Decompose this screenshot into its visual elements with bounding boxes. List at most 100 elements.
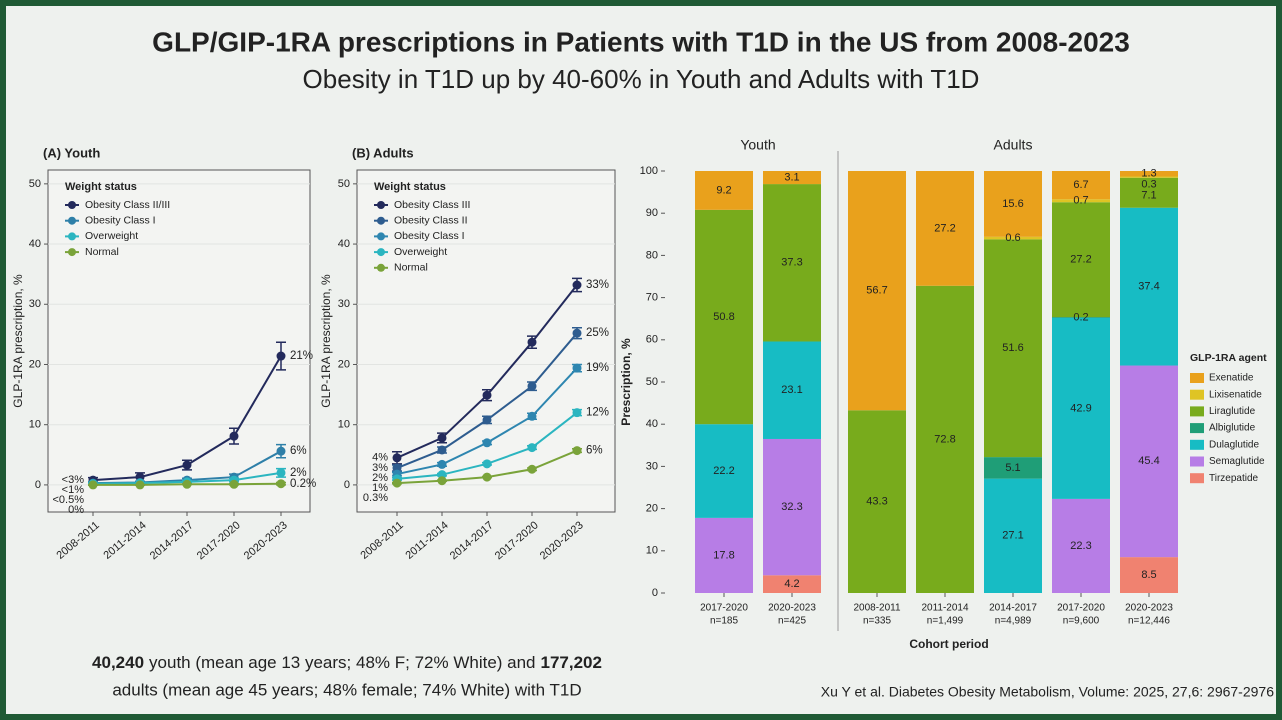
- bar-segment: [1120, 177, 1178, 208]
- legend-swatch: [1190, 389, 1204, 400]
- data-point: [572, 328, 582, 338]
- slide-title: GLP/GIP-1RA prescriptions in Patients wi…: [152, 26, 1130, 57]
- bar-segment: [984, 457, 1042, 479]
- y-tick-label: 50: [29, 178, 41, 190]
- end-label: 33%: [586, 279, 609, 291]
- legend-label: Obesity Class II/III: [85, 199, 170, 211]
- legend-label: Semaglutide: [1209, 456, 1265, 467]
- y-tick-label: 0: [35, 479, 41, 491]
- legend-marker: [68, 216, 76, 225]
- legend-title: Weight status: [65, 181, 137, 193]
- data-point: [482, 459, 492, 469]
- legend-swatch: [1190, 473, 1204, 484]
- bar-value-label: 8.5: [1141, 569, 1156, 581]
- legend-label: Lixisenatide: [1209, 389, 1262, 400]
- bar-segment: [1052, 317, 1110, 499]
- data-point: [527, 381, 537, 391]
- data-point: [276, 468, 286, 478]
- y-tick-label: 50: [646, 376, 658, 388]
- y-tick-label: 30: [646, 460, 658, 472]
- y-tick-label: 50: [338, 178, 350, 190]
- start-label: 1%: [372, 482, 388, 494]
- data-point: [482, 438, 492, 448]
- y-axis-label: GLP-1RA prescription, %: [11, 274, 25, 408]
- y-tick-label: 10: [646, 545, 658, 557]
- adult-count: 177,202: [541, 653, 602, 672]
- bar-value-label: 43.3: [866, 496, 887, 508]
- start-label: <3%: [62, 474, 85, 486]
- x-axis-label: Cohort period: [909, 637, 988, 651]
- panel-title: (B) Adults: [352, 145, 414, 160]
- data-point: [182, 460, 192, 470]
- citation: Xu Y et al. Diabetes Obesity Metabolism,…: [821, 684, 1274, 700]
- bar-value-label: 37.4: [1138, 281, 1159, 293]
- y-tick-label: 80: [646, 249, 658, 261]
- bar-value-label: 3.1: [784, 171, 799, 183]
- bar-segment: [763, 438, 821, 576]
- bar-segment: [763, 184, 821, 342]
- data-point: [276, 446, 286, 456]
- bar-value-label: 0.3: [1141, 179, 1156, 191]
- data-point: [88, 480, 98, 490]
- legend-swatch: [1190, 456, 1204, 467]
- bar-segment: [1120, 207, 1178, 366]
- x-tick-label: 2014-2017: [989, 603, 1037, 614]
- bar-segment: [1052, 199, 1110, 203]
- y-tick-label: 30: [338, 298, 350, 310]
- start-label: 4%: [372, 452, 388, 464]
- legend-label: Tirzepatide: [1209, 473, 1259, 484]
- bar-segment: [695, 517, 753, 593]
- bar-value-label: 9.2: [716, 184, 731, 196]
- data-point: [482, 472, 492, 482]
- bar-value-label: 72.8: [934, 433, 955, 445]
- data-point: [276, 351, 286, 361]
- bar-segment: [1052, 498, 1110, 593]
- data-point: [572, 280, 582, 290]
- y-tick-label: 10: [29, 419, 41, 431]
- bar-segment: [984, 239, 1042, 458]
- bar-value-label: 15.6: [1002, 198, 1023, 210]
- bar-segment: [1120, 176, 1178, 178]
- bar-segment: [984, 236, 1042, 240]
- y-tick-label: 10: [338, 419, 350, 431]
- y-tick-label: 30: [29, 298, 41, 310]
- end-label: 21%: [290, 350, 313, 362]
- data-point: [482, 390, 492, 400]
- legend-label: Dulaglutide: [1209, 439, 1259, 450]
- end-label: 2%: [290, 467, 307, 479]
- n-label: n=9,600: [1063, 616, 1100, 627]
- data-point: [437, 476, 447, 486]
- y-tick-label: 20: [338, 358, 350, 370]
- legend-label: Obesity Class I: [85, 214, 156, 226]
- n-label: n=4,989: [995, 616, 1032, 627]
- y-tick-label: 60: [646, 334, 658, 346]
- bar-value-label: 23.1: [781, 384, 802, 396]
- legend-marker: [377, 216, 385, 225]
- data-point: [182, 479, 192, 489]
- data-point: [527, 443, 537, 453]
- start-label: <1%: [62, 484, 85, 496]
- data-point: [527, 411, 537, 421]
- y-tick-label: 0: [652, 587, 658, 599]
- bar-segment: [984, 478, 1042, 593]
- x-tick-label: 2011-2014: [921, 603, 969, 614]
- legend-swatch: [1190, 439, 1204, 450]
- summary-line-1: 40,240 youth (mean age 13 years; 48% F; 7…: [92, 653, 602, 672]
- data-point: [392, 453, 402, 463]
- legend-marker: [377, 232, 385, 241]
- bar-segment: [848, 410, 906, 593]
- bar-value-label: 56.7: [866, 285, 887, 297]
- bar-value-label: 0.2: [1073, 311, 1088, 323]
- bar-segment: [763, 575, 821, 593]
- bar-segment: [1120, 365, 1178, 558]
- bar-segment: [916, 285, 974, 593]
- summary-line-2: adults (mean age 45 years; 48% female; 7…: [112, 680, 581, 699]
- bar-value-label: 51.6: [1002, 342, 1023, 354]
- y-tick-label: 40: [646, 418, 658, 430]
- bar-segment: [763, 341, 821, 439]
- bar-value-label: 7.1: [1141, 190, 1156, 202]
- y-tick-label: 0: [344, 479, 350, 491]
- panel-title: (A) Youth: [43, 145, 100, 160]
